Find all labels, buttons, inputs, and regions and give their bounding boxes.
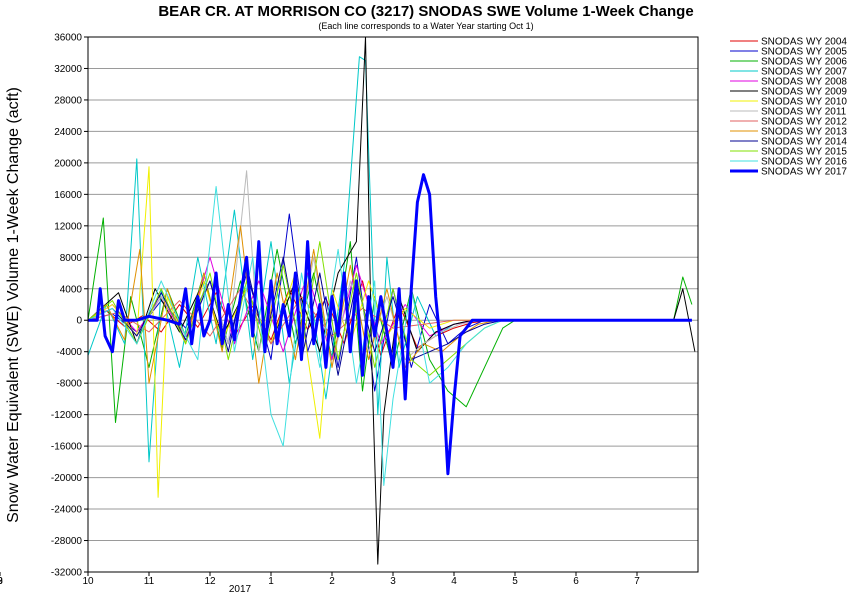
x-tick-label: 8	[0, 576, 3, 587]
series-line	[87, 170, 692, 368]
chart-title: BEAR CR. AT MORRISON CO (3217) SNODAS SW…	[158, 3, 693, 20]
series-line	[87, 36, 696, 565]
x-tick-label: 1	[268, 576, 274, 587]
x-tick-label: 2	[329, 576, 335, 587]
y-tick-label: -32000	[51, 568, 83, 579]
x-tick-label: 3	[390, 576, 396, 587]
x-tick-label: 11	[144, 576, 155, 587]
legend-label: SNODAS WY 2007	[761, 67, 847, 78]
y-tick-label: -28000	[51, 536, 83, 547]
series-line	[87, 186, 692, 486]
y-tick-label: -12000	[51, 410, 83, 421]
y-tick-label: 36000	[54, 33, 82, 44]
y-tick-label: 24000	[54, 127, 82, 138]
x-tick-label: 7	[634, 576, 640, 587]
y-tick-label: 16000	[54, 190, 82, 201]
x-tick-label: 10	[82, 576, 94, 587]
legend-label: SNODAS WY 2011	[761, 107, 847, 118]
y-tick-label: 8000	[60, 253, 83, 264]
x-tick-label: 6	[573, 576, 579, 587]
series-line	[87, 288, 692, 345]
series-line	[87, 166, 692, 498]
x-tick-label: 5	[512, 576, 518, 587]
y-tick-label: -24000	[51, 505, 83, 516]
y-tick-label: -16000	[51, 442, 83, 453]
legend-label: SNODAS WY 2013	[761, 127, 847, 138]
y-tick-label: -4000	[56, 347, 82, 358]
legend-label: SNODAS WY 2009	[761, 87, 847, 98]
legend-label: SNODAS WY 2017	[761, 167, 847, 178]
y-tick-label: 28000	[54, 95, 82, 106]
legend-label: SNODAS WY 2015	[761, 147, 847, 158]
legend-label: SNODAS WY 2012	[761, 117, 847, 128]
x-year-label: 2017	[229, 584, 252, 595]
x-tick-label: 12	[204, 576, 216, 587]
legend-label: SNODAS WY 2005	[761, 47, 847, 58]
y-tick-label: 0	[76, 316, 82, 327]
y-axis-label: Snow Water Equivalent (SWE) Volume 1-Wee…	[5, 87, 22, 523]
y-tick-label: 12000	[54, 221, 82, 232]
legend-label: SNODAS WY 2004	[761, 37, 847, 48]
y-tick-label: -8000	[56, 379, 82, 390]
y-axis-ticks: 36000 32000 28000 24000 20000 16000 12000 8000 4…	[51, 33, 88, 579]
series-line	[88, 173, 692, 476]
x-tick-label: 4	[451, 576, 457, 587]
x-axis-ticks: 101112123456789	[0, 572, 640, 587]
chart-subtitle: (Each line corresponds to a Water Year s…	[318, 21, 533, 31]
series-lines	[87, 36, 696, 565]
y-tick-label: 20000	[54, 158, 82, 169]
legend-label: SNODAS WY 2006	[761, 57, 847, 68]
legend-label: SNODAS WY 2014	[761, 137, 847, 148]
legend-label: SNODAS WY 2016	[761, 157, 847, 168]
x-tick-label: 9	[0, 576, 3, 587]
series-line	[87, 241, 692, 376]
y-tick-label: 4000	[60, 284, 83, 295]
y-tick-label: 32000	[54, 64, 82, 75]
legend-label: SNODAS WY 2010	[761, 97, 847, 108]
y-tick-label: -20000	[51, 473, 83, 484]
series-line	[87, 56, 692, 463]
legend-label: SNODAS WY 2008	[761, 77, 847, 88]
